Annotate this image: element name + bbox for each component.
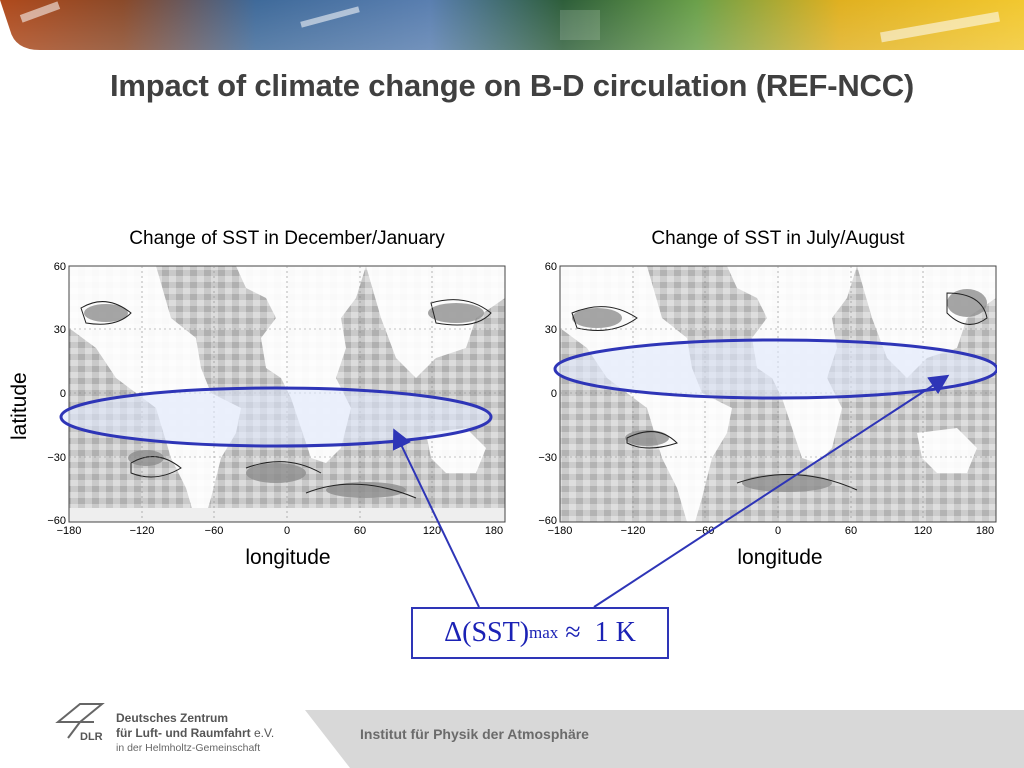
slide-title: Impact of climate change on B-D circulat… xyxy=(109,68,915,103)
x-tick: −60 xyxy=(205,525,224,537)
callout-subscript: max xyxy=(529,623,559,642)
organization-name: Deutsches Zentrum für Luft- und Raumfahr… xyxy=(116,711,274,756)
map-title-dec-jan: Change of SST in December/January xyxy=(129,228,445,249)
y-tick: 30 xyxy=(54,324,66,336)
map-dec-jan: 60 30 0 −30 −60 −180 −120 −60 0 60 120 1… xyxy=(36,258,506,538)
institute-name: Institut für Physik der Atmosphäre xyxy=(360,726,589,742)
map-title-jul-aug: Change of SST in July/August xyxy=(651,228,905,249)
x-tick: −120 xyxy=(130,525,155,537)
x-tick: 120 xyxy=(914,525,932,537)
org-line-1: Deutsches Zentrum xyxy=(116,711,229,725)
x-tick: −60 xyxy=(696,525,715,537)
y-tick: 0 xyxy=(551,388,557,400)
y-tick: 30 xyxy=(545,324,557,336)
x-tick: 60 xyxy=(354,525,366,537)
x-tick: 120 xyxy=(423,525,441,537)
x-tick: 0 xyxy=(284,525,290,537)
org-line-2-suffix: e.V. xyxy=(250,726,275,740)
x-tick: 0 xyxy=(775,525,781,537)
y-tick: 0 xyxy=(60,388,66,400)
header-banner xyxy=(0,0,1024,50)
y-tick: −60 xyxy=(47,515,66,527)
org-line-3: in der Helmholtz-Gemeinschaft xyxy=(116,742,261,754)
y-tick: −30 xyxy=(47,452,66,464)
y-tick: 60 xyxy=(545,261,557,273)
map-jul-aug: 60 30 0 −30 −60 −180 −120 −60 0 60 120 1… xyxy=(527,258,999,538)
footer xyxy=(0,696,1024,768)
org-line-2: für Luft- und Raumfahrt xyxy=(116,726,251,740)
x-tick: 180 xyxy=(485,525,503,537)
callout-prefix: Δ(SST) xyxy=(444,617,530,648)
x-tick: −180 xyxy=(548,525,573,537)
y-tick: −60 xyxy=(538,515,557,527)
x-tick: −180 xyxy=(57,525,82,537)
x-tick: 60 xyxy=(845,525,857,537)
callout-suffix: ≈ 1 K xyxy=(558,617,636,648)
dlr-logo-text: DLR xyxy=(80,731,103,742)
x-axis-label-left: longitude xyxy=(245,546,331,569)
x-tick: 180 xyxy=(976,525,994,537)
x-tick: −120 xyxy=(621,525,646,537)
y-tick: −30 xyxy=(538,452,557,464)
x-axis-label-right: longitude xyxy=(737,546,823,569)
dlr-logo-icon: DLR xyxy=(55,703,105,742)
sst-max-callout: Δ(SST) max ≈ 1 K xyxy=(411,607,669,659)
y-tick: 60 xyxy=(54,261,66,273)
